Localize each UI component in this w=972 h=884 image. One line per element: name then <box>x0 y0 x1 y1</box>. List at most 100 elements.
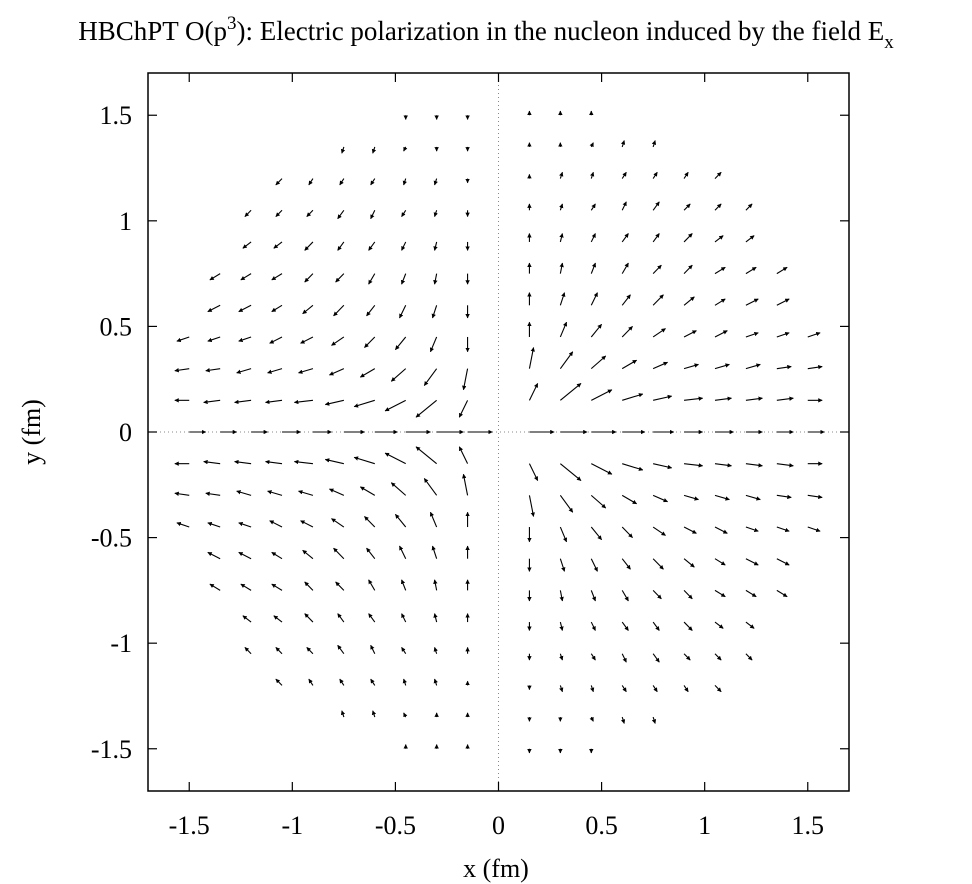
vector-arrow <box>714 363 730 370</box>
vector-arrow <box>433 241 438 251</box>
vector-arrow <box>402 178 407 186</box>
x-axis-label: x (fm) <box>463 854 529 883</box>
vector-arrow <box>621 262 629 274</box>
vector-arrow <box>394 336 407 350</box>
vector-arrow <box>368 241 376 251</box>
vector-arrow <box>652 264 662 275</box>
vector-arrow <box>415 446 437 465</box>
vector-arrow <box>302 549 314 560</box>
vector-arrow <box>652 589 662 600</box>
vector-arrow <box>207 551 221 560</box>
vector-arrow <box>370 210 376 220</box>
vector-arrow <box>714 171 722 179</box>
vector-arrow <box>745 203 753 211</box>
vector-arrow <box>683 171 689 179</box>
vector-arrow <box>590 494 607 509</box>
vector-arrow <box>401 647 407 655</box>
vector-arrow <box>776 494 792 500</box>
chart-title: HBChPT O(p3): Electric polarization in t… <box>78 13 894 53</box>
vector-arrow <box>621 653 627 663</box>
vector-arrow <box>329 368 345 376</box>
vector-arrow <box>652 201 660 211</box>
vector-arrow <box>339 678 345 686</box>
vector-arrow <box>337 644 345 655</box>
vector-arrow <box>368 273 376 285</box>
vector-arrow <box>399 545 407 559</box>
vector-arrow <box>368 613 376 623</box>
vector-arrow <box>590 621 596 631</box>
vector-arrow <box>621 526 633 538</box>
vector-arrow <box>304 613 314 623</box>
vector-arrow <box>652 233 660 243</box>
y-tick-label: -1 <box>110 629 132 658</box>
vector-arrow <box>714 298 726 306</box>
vector-arrow <box>366 304 376 317</box>
vector-arrow <box>371 710 377 718</box>
vector-arrow <box>559 321 568 338</box>
vector-arrow <box>683 264 693 275</box>
vector-arrow <box>384 452 406 465</box>
vector-arrow <box>458 400 469 418</box>
vector-arrow <box>776 298 790 306</box>
vector-arrow <box>304 273 314 283</box>
vector-arrow <box>275 678 283 686</box>
vector-arrow <box>384 399 406 412</box>
vector-arrow <box>403 146 408 152</box>
vector-arrow <box>401 209 407 217</box>
vector-arrow <box>433 678 438 686</box>
vector-arrow <box>590 685 595 693</box>
vector-arrow <box>209 583 221 591</box>
vector-arrow <box>776 526 790 533</box>
y-tick-label: 0.5 <box>100 312 133 341</box>
vector-arrow <box>590 558 598 572</box>
vector-arrow <box>335 581 345 591</box>
vector-arrow <box>331 336 345 346</box>
vector-arrow <box>560 463 582 481</box>
vector-arrow <box>559 351 574 369</box>
vector-arrow <box>652 653 660 663</box>
vector-arrow <box>298 368 314 374</box>
vector-arrow <box>267 368 283 374</box>
vector-arrow <box>234 459 252 465</box>
vector-arrow <box>714 685 722 693</box>
vector-arrow <box>776 364 792 370</box>
vector-arrow <box>359 486 376 496</box>
vector-arrow <box>371 146 377 154</box>
vector-arrow <box>591 389 613 401</box>
vector-arrow <box>621 685 627 693</box>
vector-arrow <box>240 583 252 591</box>
vector-arrow <box>714 203 722 211</box>
vector-arrow <box>308 678 314 686</box>
vector-arrow <box>745 653 753 661</box>
vector-arrow <box>745 331 759 338</box>
vector-arrow <box>651 716 657 724</box>
vector-arrow <box>745 266 757 275</box>
vector-arrow <box>652 294 664 306</box>
y-tick-label: 1.5 <box>100 101 133 130</box>
vector-arrow <box>622 463 644 471</box>
vector-arrow <box>205 491 221 496</box>
vector-arrow <box>340 146 346 154</box>
vector-arrow <box>714 266 726 275</box>
vector-arrow <box>433 178 438 186</box>
vector-arrow <box>267 490 283 496</box>
vector-arrow <box>370 678 376 686</box>
vector-arrow <box>399 305 407 319</box>
vector-arrow <box>207 336 221 342</box>
vector-arrow <box>401 241 407 251</box>
vector-arrow <box>298 490 314 496</box>
vector-arrow <box>431 545 438 559</box>
vector-arrow <box>652 526 666 536</box>
vector-arrow <box>621 233 629 243</box>
vector-arrow <box>269 336 283 344</box>
vector-arrow <box>337 613 345 623</box>
vector-arrow <box>207 304 221 313</box>
vector-arrow <box>776 396 794 401</box>
vector-arrow <box>433 579 438 591</box>
vector-arrow <box>745 558 759 566</box>
vector-arrow <box>337 209 345 220</box>
vector-arrow <box>370 644 376 654</box>
vector-arrow <box>776 558 790 566</box>
vector-arrow <box>714 589 726 598</box>
vector-arrow <box>683 330 697 338</box>
